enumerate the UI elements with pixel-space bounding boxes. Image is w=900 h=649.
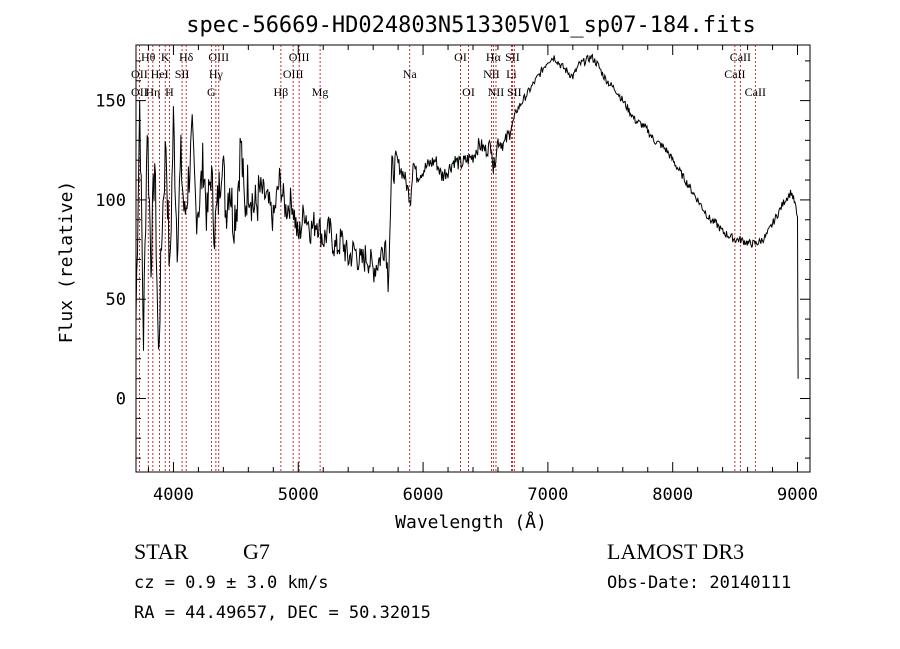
x-axis-label: Wavelength (Å) — [395, 511, 547, 533]
y-axis-label: Flux (relative) — [56, 181, 77, 344]
line-label: Hη — [145, 85, 160, 99]
line-label: Hα — [486, 50, 502, 64]
y-tick-label: 0 — [116, 390, 126, 410]
y-tick-label: 150 — [95, 92, 126, 112]
line-label: HeI — [151, 67, 169, 81]
line-label: Hγ — [209, 67, 224, 81]
line-label: Li — [506, 67, 517, 81]
line-label: K — [161, 50, 170, 64]
line-label: Hθ — [141, 50, 156, 64]
survey-label: LAMOST DR3 — [607, 539, 745, 564]
redshift-text: cz = 0.9 ± 3.0 km/s — [134, 573, 329, 593]
axes: 4000 5000 6000 7000 8000 9000 0 50 100 150 — [95, 45, 818, 505]
x-tick-label: 9000 — [777, 485, 818, 505]
line-label: OI — [454, 50, 467, 64]
line-label: CaII — [745, 85, 766, 99]
x-tick-label: 6000 — [403, 485, 444, 505]
line-label: Na — [403, 67, 418, 81]
line-label: Hδ — [179, 50, 194, 64]
line-label: OII — [131, 85, 148, 99]
line-markers — [138, 45, 756, 472]
line-label: SII — [505, 50, 520, 64]
line-label: Hβ — [274, 85, 289, 99]
subclass-label: G7 — [243, 539, 270, 564]
line-label: CaII — [724, 67, 745, 81]
coordinates-text: RA = 44.49657, DEC = 50.32015 — [134, 603, 431, 623]
x-tick-label: 8000 — [652, 485, 693, 505]
line-label: Mg — [312, 85, 329, 99]
line-label: NII — [483, 67, 500, 81]
x-tick-label: 4000 — [153, 485, 194, 505]
line-label: G — [207, 85, 216, 99]
y-tick-label: 50 — [106, 290, 126, 310]
line-label: NII — [488, 85, 505, 99]
line-label: OIII — [208, 50, 229, 64]
y-tick-label: 100 — [95, 191, 126, 211]
chart-title: spec-56669-HD024803N513305V01_sp07-184.f… — [186, 13, 756, 38]
line-label: SII — [507, 85, 522, 99]
plot-frame — [135, 44, 811, 473]
line-label: OIII — [289, 50, 310, 64]
line-label: H — [165, 85, 174, 99]
line-label: SII — [175, 67, 190, 81]
line-label: OI — [462, 85, 475, 99]
line-label: OII — [131, 67, 148, 81]
x-tick-label: 7000 — [527, 485, 568, 505]
obs-date-text: Obs-Date: 20140111 — [607, 573, 792, 593]
x-tick-label: 5000 — [278, 485, 319, 505]
line-label: OIII — [283, 67, 304, 81]
line-label: CaII — [730, 50, 751, 64]
spectrum-line — [135, 53, 799, 379]
class-label: STAR — [134, 539, 189, 564]
